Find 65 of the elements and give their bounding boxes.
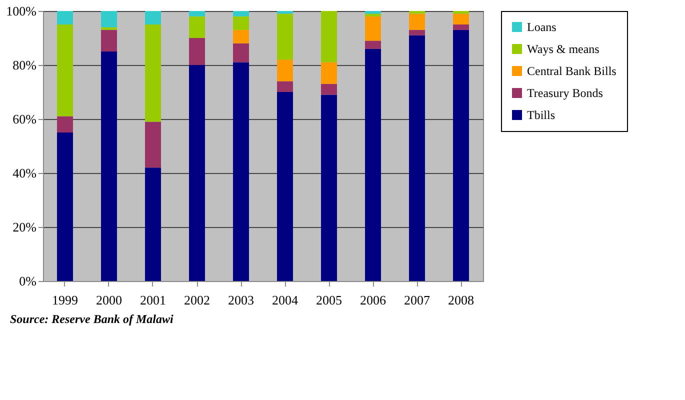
y-tick-label: 60% xyxy=(12,112,37,126)
bar xyxy=(233,43,249,62)
y-tick-label: 80% xyxy=(12,58,37,72)
bar xyxy=(453,14,469,24)
x-tick-label: 2004 xyxy=(272,292,298,308)
bar xyxy=(145,24,161,122)
x-tick-label: 2008 xyxy=(448,292,474,308)
bar xyxy=(277,60,293,82)
bar xyxy=(277,92,293,281)
y-tick-label: 20% xyxy=(12,220,37,234)
bar xyxy=(453,30,469,281)
legend-label: Tbills xyxy=(527,108,556,122)
bar xyxy=(277,81,293,92)
bar xyxy=(189,38,205,65)
legend-label: Central Bank Bills xyxy=(527,64,617,78)
bar xyxy=(409,35,425,281)
x-tick-label: 2001 xyxy=(140,292,166,308)
bar xyxy=(453,24,469,30)
x-tick-label: 2000 xyxy=(96,292,122,308)
legend-label: Ways & means xyxy=(527,42,600,56)
bar xyxy=(101,52,117,281)
bar xyxy=(233,62,249,281)
bar xyxy=(365,40,381,49)
x-tick-label: 1999 xyxy=(52,292,78,308)
y-tick-label: 0% xyxy=(19,274,37,288)
bar xyxy=(321,94,337,281)
bar xyxy=(365,14,381,16)
bar xyxy=(101,11,117,28)
x-tick-label: 2003 xyxy=(228,292,254,308)
y-tick-label: 100% xyxy=(6,4,37,18)
bar xyxy=(365,16,381,41)
legend-label: Treasury Bonds xyxy=(527,86,604,100)
bar xyxy=(365,11,381,14)
bar xyxy=(145,122,161,168)
bar xyxy=(409,30,425,36)
bar xyxy=(233,16,249,30)
x-tick-label: 2006 xyxy=(360,292,386,308)
bar xyxy=(145,11,161,24)
bar xyxy=(57,132,73,281)
bar xyxy=(57,24,73,116)
legend-label: Loans xyxy=(527,20,557,34)
bar xyxy=(277,11,293,14)
source-note: Source: Reserve Bank of Malawi xyxy=(10,312,174,327)
bar xyxy=(409,11,425,14)
bar xyxy=(189,11,205,16)
bar xyxy=(57,116,73,132)
bar xyxy=(321,11,337,62)
bar xyxy=(321,62,337,84)
x-tick-label: 2002 xyxy=(184,292,210,308)
bar xyxy=(101,27,117,30)
bar xyxy=(409,14,425,30)
y-tick-label: 40% xyxy=(12,166,37,180)
bar xyxy=(233,30,249,44)
bar xyxy=(321,84,337,95)
x-tick-label: 2005 xyxy=(316,292,342,308)
bar xyxy=(145,168,161,281)
bar xyxy=(189,16,205,38)
bar xyxy=(453,11,469,14)
bar xyxy=(365,48,381,281)
bar xyxy=(277,14,293,60)
bar xyxy=(233,11,249,16)
bar xyxy=(101,30,117,52)
x-tick-label: 2007 xyxy=(404,292,430,308)
bar xyxy=(189,65,205,281)
bar xyxy=(57,11,73,24)
